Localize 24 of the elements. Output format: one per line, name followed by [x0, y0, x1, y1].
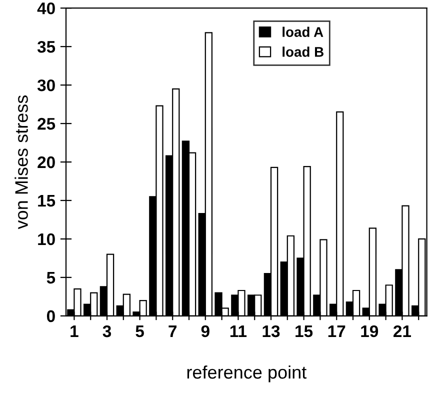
y-tick-label: 40: [37, 2, 55, 14]
x-tick-label: 5: [136, 326, 144, 338]
x-tick-label: 9: [201, 325, 210, 338]
x-tick-label: 17: [328, 326, 346, 338]
x-tick-label: 1: [70, 326, 78, 338]
legend-label: load A: [282, 26, 324, 37]
x-axis-title: reference point: [187, 365, 306, 382]
y-tick-label: 25: [38, 118, 56, 130]
y-tick-label: 30: [37, 79, 55, 92]
x-tick-label: 21: [394, 325, 412, 338]
y-tick-label: 20: [38, 156, 55, 168]
y-tick-label: 0: [46, 310, 55, 322]
x-tick-label: 13: [262, 325, 280, 338]
y-tick-label: 35: [37, 40, 56, 53]
legend-label: load B: [282, 46, 324, 57]
y-tick-label: 5: [46, 272, 56, 284]
y-tick-label: 15: [38, 195, 56, 207]
y-axis-title: von Mises stress: [14, 95, 28, 230]
x-tick-label: 11: [230, 326, 247, 338]
x-tick-label: 3: [102, 325, 112, 338]
y-tick-label: 10: [38, 233, 55, 246]
x-tick-label: 7: [168, 326, 176, 338]
x-tick-label: 15: [296, 326, 313, 338]
x-tick-label: 19: [361, 325, 378, 338]
